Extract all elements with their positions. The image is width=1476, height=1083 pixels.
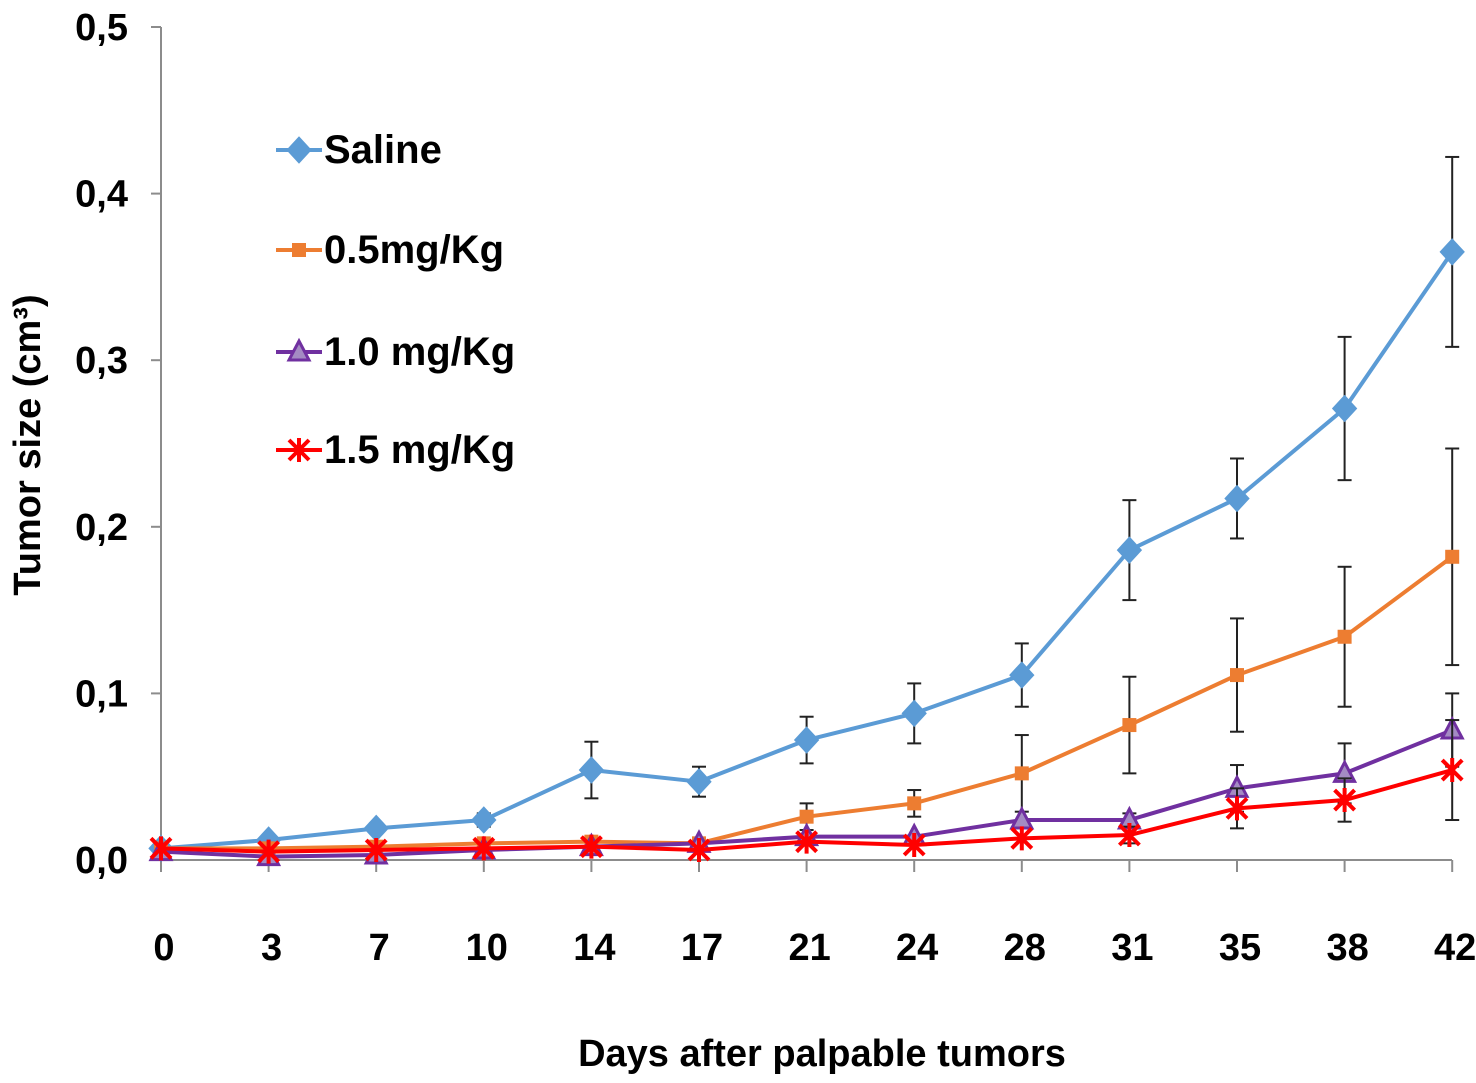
data-point: [1117, 823, 1141, 848]
series-dose-1-5: [149, 719, 1464, 864]
data-point: [1230, 668, 1244, 683]
data-point: [1009, 661, 1035, 689]
y-axis-ticks: 0,0 0,1 0,2 0,3 0,4 0,5: [75, 7, 161, 882]
y-tick-label: 0,4: [75, 174, 128, 216]
legend-marker: [287, 438, 311, 462]
x-tick-label: 7: [369, 927, 390, 969]
data-point: [471, 806, 497, 834]
data-point: [687, 838, 711, 863]
x-tick-label: 42: [1434, 927, 1476, 969]
x-tick-label: 14: [573, 927, 615, 969]
legend-marker: [286, 136, 312, 164]
y-tick-label: 0,5: [75, 7, 128, 49]
data-point: [1445, 549, 1460, 564]
data-point: [902, 833, 926, 858]
data-point: [795, 829, 819, 854]
x-axis-ticks: 0 3 7 10 14 17 21 24 28 31 35 38 42: [153, 860, 1476, 969]
x-tick-label: 17: [681, 927, 723, 969]
data-point: [686, 767, 712, 796]
legend-item-dose-1-5: 1.5 mg/Kg: [276, 428, 515, 472]
data-point: [1116, 536, 1143, 564]
legend-label: 1.0 mg/Kg: [324, 330, 515, 374]
legend-item-dose-0-5: 0.5mg/Kg: [276, 228, 504, 272]
y-axis-title: Tumor size (cm³): [7, 294, 49, 595]
legend-label: 0.5mg/Kg: [324, 228, 504, 272]
x-tick-label: 31: [1111, 927, 1153, 969]
data-point: [799, 809, 814, 824]
data-point: [1331, 394, 1358, 423]
y-tick-label: 0,0: [75, 840, 128, 882]
data-point: [1224, 484, 1250, 513]
data-point: [149, 836, 173, 861]
x-tick-label: 10: [466, 927, 508, 969]
data-point: [257, 839, 281, 864]
legend: Saline 0.5mg/Kg 1.0 mg/Kg 1.5 mg/Kg: [276, 128, 515, 472]
legend-item-dose-1-0: 1.0 mg/Kg: [276, 330, 515, 374]
data-point: [901, 699, 927, 728]
legend-label: Saline: [324, 128, 442, 172]
data-point: [472, 836, 496, 861]
x-tick-label: 3: [261, 927, 282, 969]
data-point: [1122, 718, 1137, 733]
y-tick-label: 0,3: [75, 340, 128, 382]
x-axis-title: Days after palpable tumors: [578, 1033, 1066, 1075]
data-point: [1225, 796, 1249, 821]
data-point: [793, 726, 820, 754]
x-tick-label: 35: [1219, 927, 1261, 969]
legend-marker: [286, 337, 312, 362]
series-layer: [148, 155, 1465, 867]
data-point: [1439, 238, 1465, 266]
data-point: [363, 814, 389, 843]
series-saline: [148, 155, 1465, 863]
legend-label: 1.5 mg/Kg: [324, 428, 515, 472]
x-tick-label: 38: [1326, 927, 1368, 969]
y-tick-label: 0,1: [75, 673, 128, 715]
legend-marker: [292, 243, 306, 257]
data-point: [1337, 629, 1352, 644]
data-point: [1010, 826, 1034, 851]
x-tick-label: 21: [788, 927, 830, 969]
data-point: [907, 796, 922, 811]
x-tick-label: 0: [153, 927, 174, 969]
data-point: [364, 838, 388, 863]
data-point: [578, 756, 605, 784]
series-dose-0-5: [154, 447, 1460, 856]
data-point: [1014, 766, 1029, 781]
x-tick-label: 24: [896, 927, 938, 969]
x-tick-label: 28: [1004, 927, 1046, 969]
legend-item-saline: Saline: [276, 128, 442, 172]
data-point: [1333, 788, 1357, 813]
data-point: [579, 834, 603, 859]
data-point: [1440, 758, 1464, 783]
y-tick-label: 0,2: [75, 507, 128, 549]
